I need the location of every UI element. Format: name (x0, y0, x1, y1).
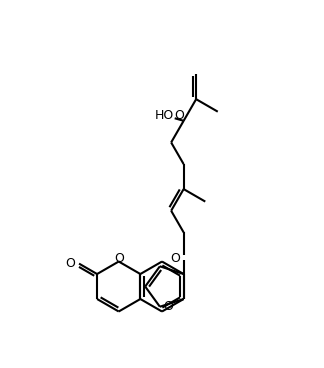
Text: HO: HO (155, 109, 174, 122)
Text: O: O (171, 252, 180, 265)
Text: O: O (175, 109, 184, 122)
Text: O: O (163, 300, 173, 313)
Text: O: O (114, 252, 124, 265)
Text: O: O (65, 257, 75, 270)
